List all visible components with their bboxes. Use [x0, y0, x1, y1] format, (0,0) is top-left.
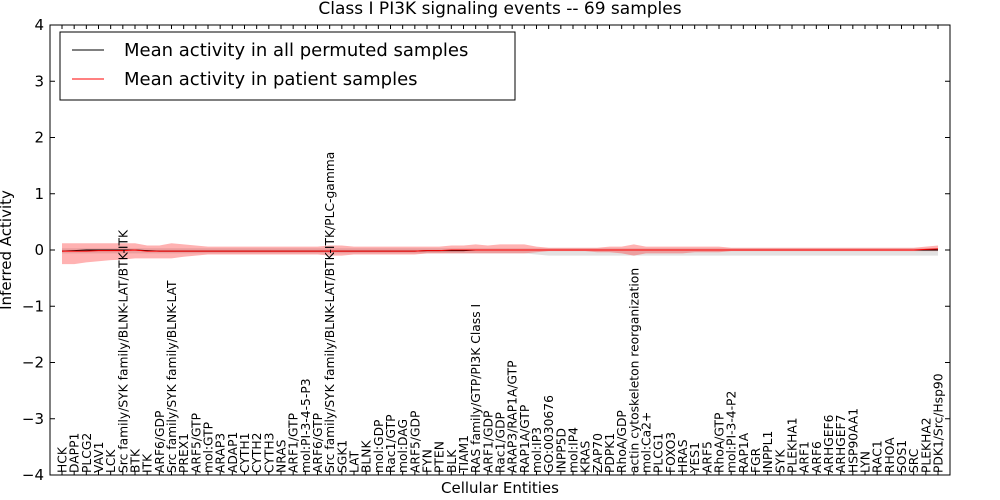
x-category-label: YES1: [688, 442, 702, 474]
y-tick-label: 4: [34, 16, 44, 34]
x-category-label: KRAS: [579, 440, 593, 473]
x-category-label: mol:Ca2+: [640, 412, 654, 473]
x-category-label: HRAS: [676, 439, 690, 473]
x-category-label: DAPP1: [68, 433, 82, 473]
x-category-label: mol:PI-3-4-P2: [725, 391, 739, 473]
legend-entry-label: Mean activity in patient samples: [124, 69, 418, 90]
x-category-label: PLEKHA1: [786, 417, 800, 473]
x-category-label: ARF6/GTP: [311, 413, 325, 473]
x-category-label: ARAP3: [214, 433, 228, 473]
y-tick-label: 2: [34, 129, 44, 147]
x-category-label: RAP1A: [737, 432, 751, 473]
x-category-label: CYTH1: [238, 433, 252, 473]
x-category-label: Src family/SYK family/BLNK-LAT/BTK-ITK: [116, 229, 130, 473]
x-category-label: RHOA: [883, 437, 897, 473]
y-tick-label: 0: [34, 241, 44, 259]
x-category-label: CYTH3: [262, 433, 276, 473]
x-category-label: ARF6/GDP: [153, 411, 167, 473]
x-category-label: LCK: [104, 449, 118, 473]
x-category-label: Rac1/GTP: [384, 414, 398, 473]
x-category-label: LYN: [859, 451, 873, 473]
x-category-label: HSP90AA1: [846, 408, 860, 473]
x-category-label: INPPL1: [761, 431, 775, 473]
x-category-label: mol:IP4: [567, 427, 581, 473]
legend-entry-label: Mean activity in all permuted samples: [124, 40, 468, 61]
x-category-label: RAS family/GTP/PI3K Class I: [469, 304, 483, 473]
x-category-label: ARAP3/RAP1A/GTP: [506, 360, 520, 473]
x-category-label: ARF5/GDP: [408, 411, 422, 473]
x-category-label: ARF1/GDP: [481, 411, 495, 473]
x-category-label: ARF6: [810, 441, 824, 473]
x-category-label: mol:PI-3-4-5-P3: [299, 378, 313, 473]
x-category-label: GO:0030676: [542, 395, 556, 473]
x-category-label: mol:GDP: [372, 420, 386, 473]
x-category-label: PREX1: [177, 433, 191, 473]
x-category-label: mol:IP3: [530, 427, 544, 473]
x-category-label: Rac1/GDP: [494, 412, 508, 473]
x-category-label: TIAM1: [457, 435, 471, 474]
y-tick-label: −2: [22, 354, 44, 372]
x-category-label: BLNK: [360, 440, 374, 473]
y-tick-label: −1: [22, 297, 44, 315]
x-category-label: CYTH2: [250, 433, 264, 473]
x-category-label: RAP1A/GTP: [518, 405, 532, 473]
y-tick-label: 1: [34, 185, 44, 203]
y-tick-label: 3: [34, 72, 44, 90]
x-axis-label: Cellular Entities: [441, 479, 559, 497]
patient-band: [62, 243, 938, 265]
x-category-label: Src family/SYK family/BLNK-LAT: [165, 280, 179, 473]
x-category-label: INPP5D: [554, 428, 568, 473]
x-category-label: ARF5: [700, 441, 714, 473]
x-category-label: ARF1/GTP: [287, 413, 301, 473]
x-category-label: FOXO3: [664, 432, 678, 473]
legend-box: [59, 31, 516, 101]
x-category-label: mol:DAG: [396, 419, 410, 473]
x-category-label: VAV1: [92, 442, 106, 474]
x-category-label: PDPK1: [603, 433, 617, 473]
x-category-label: SYK: [773, 449, 787, 473]
y-tick-label: −3: [22, 410, 44, 428]
x-category-label: SOS1: [895, 440, 909, 473]
x-category-label: ADAP1: [226, 432, 240, 473]
x-category-label: actin cytoskeleton reorganization: [627, 268, 641, 473]
x-category-label: RhoA/GTP: [713, 413, 727, 473]
x-category-label: ARHGEF6: [822, 414, 836, 473]
x-category-label: RAC1: [871, 440, 885, 473]
x-category-label: LAT: [348, 450, 362, 473]
patient-mean-line: [62, 248, 939, 252]
x-category-label: SRC: [907, 449, 921, 473]
x-category-label: BTK: [129, 448, 143, 473]
y-axis-label: Inferred Activity: [0, 190, 15, 310]
x-category-label: HCK: [56, 446, 70, 473]
x-category-label: RhoA/GDP: [615, 410, 629, 473]
x-category-label: PTEN: [433, 441, 447, 473]
x-category-label: ZAP70: [591, 433, 605, 473]
x-category-label: PDK1/Src/Hsp90: [932, 373, 946, 473]
x-category-label: SGK1: [335, 440, 349, 473]
x-category-label: PLCG2: [80, 433, 94, 473]
chart-title: Class I PI3K signaling events -- 69 samp…: [318, 0, 681, 19]
x-category-label: BLK: [445, 449, 459, 473]
x-category-label: mol:GTP: [202, 422, 216, 473]
x-category-label: ARF5/GTP: [189, 413, 203, 473]
legend: Mean activity in all permuted samples Mea…: [59, 31, 516, 101]
x-category-label: Src family/SYK family/BLNK-LAT/BTK-ITK/P…: [323, 152, 337, 473]
x-category-label: NRAS: [275, 439, 289, 473]
x-category-label: PLEKHA2: [919, 417, 933, 473]
x-category-label: ITK: [141, 453, 155, 473]
x-category-label: ARF1: [798, 441, 812, 473]
y-tick-label: −4: [22, 466, 44, 484]
x-category-label: PLCG1: [652, 433, 666, 473]
x-category-label: FYN: [421, 449, 435, 473]
x-category-label: ARHGEF7: [834, 415, 848, 473]
x-category-label: FGR: [749, 447, 763, 473]
